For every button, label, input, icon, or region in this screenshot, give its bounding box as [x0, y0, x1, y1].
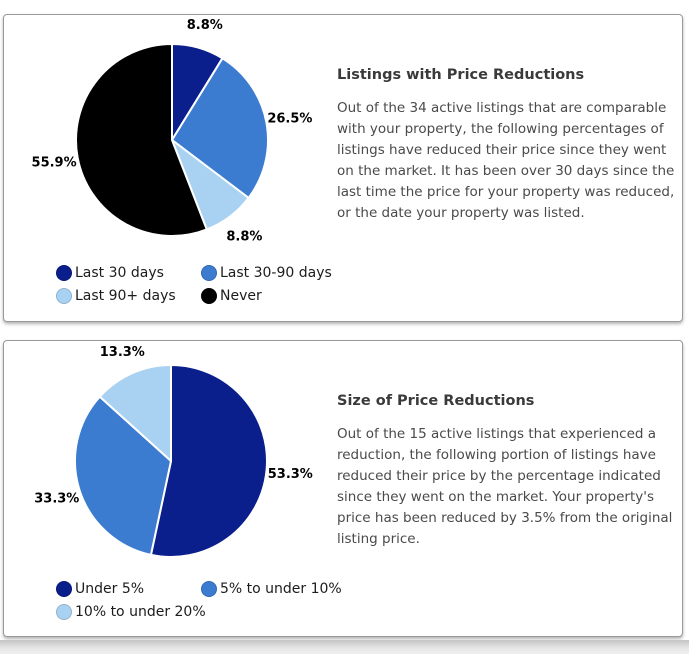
legend-item-last-90-days: Last 90+ days — [56, 288, 201, 304]
listings-with-price-reductions-card: 8.8% 26.5% 8.8% 55.9% Last 30 days Last 30-9… — [3, 14, 683, 322]
pie-slice-value-label: 13.3% — [100, 345, 145, 360]
text-block: Listings with Price Reductions Out of th… — [337, 67, 681, 224]
section-title: Listings with Price Reductions — [337, 67, 585, 83]
pie-slice-value-label: 55.9% — [32, 156, 77, 171]
pie-slice-value-label: 8.8% — [187, 18, 223, 33]
legend-item-under-5: Under 5% — [56, 581, 201, 597]
pie-slice-last-30-90-days — [171, 57, 269, 199]
legend-swatch-icon — [56, 265, 72, 281]
legend-swatch-icon — [201, 265, 217, 281]
legend-item-last-30-90-days: Last 30-90 days — [201, 265, 332, 281]
pie-slice-value-label: 53.3% — [268, 467, 313, 482]
text-block: Size of Price Reductions Out of the 15 a… — [337, 393, 681, 550]
pie-slice-under-5 — [149, 364, 268, 558]
legend-item-label: Never — [220, 288, 262, 304]
pie-chart-listings-with-price-reductions: 8.8% 26.5% 8.8% 55.9% — [32, 18, 313, 244]
section-description: Out of the 15 active listings that exper… — [337, 426, 673, 548]
section-title: Size of Price Reductions — [337, 393, 535, 409]
legend-swatch-icon — [56, 581, 72, 597]
page-bottom-edge — [0, 640, 689, 654]
legend-swatch-icon — [201, 288, 217, 304]
legend-item-label: Last 90+ days — [75, 288, 176, 304]
pie-chart-size-of-price-reductions: 53.3% 33.3% 13.3% — [34, 345, 313, 558]
legend-item-label: 10% to under 20% — [75, 604, 206, 620]
pie-slice-never — [75, 43, 208, 237]
legend-item-label: 5% to under 10% — [220, 581, 342, 597]
pie-slice-value-label: 8.8% — [226, 229, 262, 244]
legend-item-last-30-days: Last 30 days — [56, 265, 201, 281]
legend-item-5-to-under-10: 5% to under 10% — [201, 581, 342, 597]
size-of-price-reductions-card: 53.3% 33.3% 13.3% Under 5% 5% to under 10% 1… — [3, 340, 683, 637]
pie-slice-value-label: 26.5% — [267, 111, 312, 126]
legend-swatch-icon — [56, 604, 72, 620]
chart-legend: Last 30 days Last 30-90 days Last 90+ days… — [56, 265, 332, 304]
legend-swatch-icon — [201, 581, 217, 597]
legend-swatch-icon — [56, 288, 72, 304]
pie-slice-5-to-under-10 — [74, 395, 172, 556]
section-description: Out of the 34 active listings that are c… — [337, 100, 675, 222]
legend-item-10-to-under-20: 10% to under 20% — [56, 604, 206, 620]
pie-slice-value-label: 33.3% — [34, 491, 79, 506]
legend-item-never: Never — [201, 288, 332, 304]
legend-item-label: Last 30-90 days — [220, 265, 332, 281]
pie-slice-10-to-under-20 — [98, 364, 172, 462]
chart-legend: Under 5% 5% to under 10% 10% to under 20% — [56, 581, 342, 620]
legend-item-label: Last 30 days — [75, 265, 164, 281]
legend-item-label: Under 5% — [75, 581, 145, 597]
